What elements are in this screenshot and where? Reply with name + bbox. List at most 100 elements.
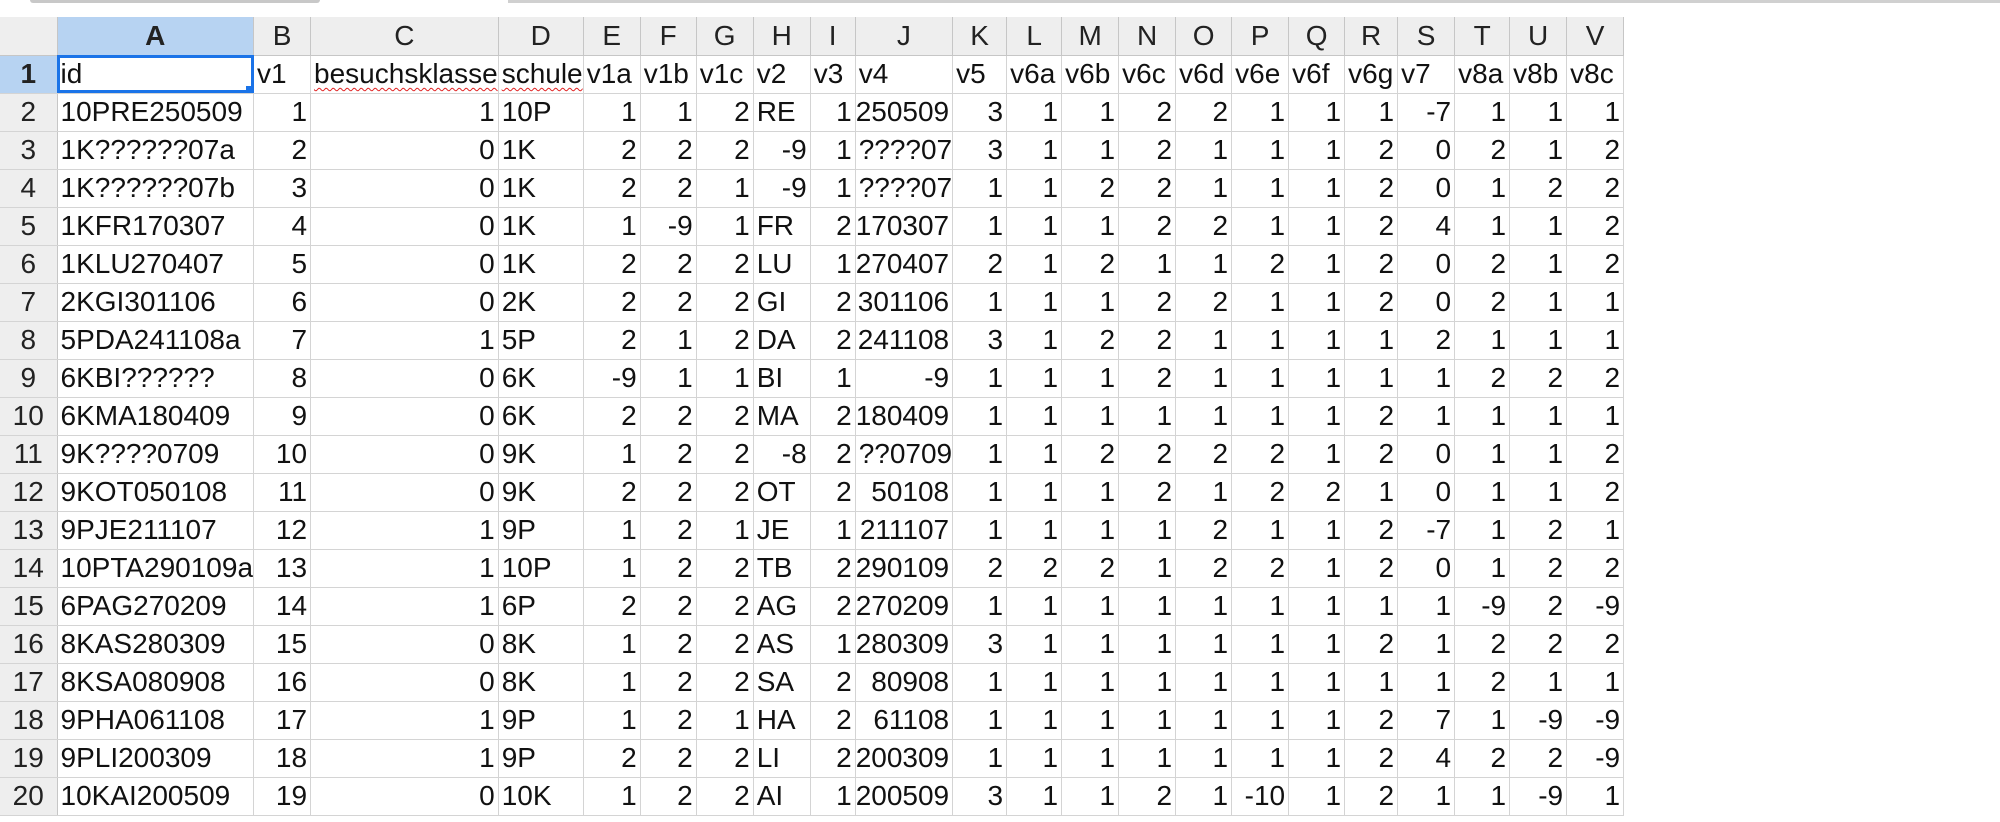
cell-g6[interactable]: 2: [696, 245, 754, 284]
cell-o17[interactable]: 1: [1175, 663, 1233, 702]
cell-u4[interactable]: 2: [1509, 169, 1568, 208]
cell-l19[interactable]: 1: [1006, 739, 1063, 778]
cell-d18[interactable]: 9P: [498, 701, 584, 740]
cell-l18[interactable]: 1: [1006, 701, 1063, 740]
cell-a4[interactable]: 1K??????07b: [57, 169, 255, 208]
cell-b5[interactable]: 4: [253, 207, 312, 246]
cell-p20[interactable]: -10: [1231, 777, 1290, 816]
cell-t8[interactable]: 1: [1454, 321, 1511, 360]
cell-e16[interactable]: 1: [583, 625, 641, 664]
cell-g11[interactable]: 2: [696, 435, 754, 474]
cell-r5[interactable]: 2: [1344, 207, 1399, 246]
cell-v4[interactable]: 2: [1566, 169, 1625, 208]
cell-c14[interactable]: 1: [310, 549, 499, 588]
cell-l5[interactable]: 1: [1006, 207, 1063, 246]
cell-d12[interactable]: 9K: [498, 473, 584, 512]
cell-v7[interactable]: 1: [1566, 283, 1625, 322]
cell-b14[interactable]: 13: [253, 549, 312, 588]
cell-p13[interactable]: 1: [1231, 511, 1290, 550]
cell-a19[interactable]: 9PLI200309: [57, 739, 255, 778]
cell-d15[interactable]: 6P: [498, 587, 584, 626]
cell-q6[interactable]: 1: [1288, 245, 1346, 284]
cell-f14[interactable]: 2: [640, 549, 697, 588]
cell-q12[interactable]: 2: [1288, 473, 1346, 512]
cell-t2[interactable]: 1: [1454, 93, 1511, 132]
cell-e11[interactable]: 1: [583, 435, 641, 474]
cell-k15[interactable]: 1: [952, 587, 1008, 626]
cell-u7[interactable]: 1: [1509, 283, 1568, 322]
cell-d11[interactable]: 9K: [498, 435, 584, 474]
row-header[interactable]: 5: [0, 207, 58, 246]
cell-s3[interactable]: 0: [1397, 131, 1456, 170]
cell-v5[interactable]: 2: [1566, 207, 1625, 246]
row-header[interactable]: 12: [0, 473, 58, 512]
cell-r8[interactable]: 1: [1344, 321, 1399, 360]
cell-m6[interactable]: 2: [1061, 245, 1120, 284]
cell-p16[interactable]: 1: [1231, 625, 1290, 664]
cell-j10[interactable]: 180409: [855, 397, 954, 436]
cell-t17[interactable]: 2: [1454, 663, 1511, 702]
cell-k7[interactable]: 1: [952, 283, 1008, 322]
cell-e5[interactable]: 1: [583, 207, 641, 246]
cell-d2[interactable]: 10P: [498, 93, 584, 132]
cell-r15[interactable]: 1: [1344, 587, 1399, 626]
cell-t11[interactable]: 1: [1454, 435, 1511, 474]
cell-n7[interactable]: 2: [1118, 283, 1177, 322]
cell-q13[interactable]: 1: [1288, 511, 1346, 550]
cell-f1[interactable]: v1b: [640, 55, 697, 94]
cell-f20[interactable]: 2: [640, 777, 697, 816]
cell-s18[interactable]: 7: [1397, 701, 1456, 740]
cell-o6[interactable]: 1: [1175, 245, 1233, 284]
cell-r9[interactable]: 1: [1344, 359, 1399, 398]
cell-s19[interactable]: 4: [1397, 739, 1456, 778]
cell-q4[interactable]: 1: [1288, 169, 1346, 208]
cell-h11[interactable]: -8: [753, 435, 811, 474]
cell-o8[interactable]: 1: [1175, 321, 1233, 360]
cell-t20[interactable]: 1: [1454, 777, 1511, 816]
cell-v19[interactable]: -9: [1566, 739, 1625, 778]
cell-s15[interactable]: 1: [1397, 587, 1456, 626]
column-header-p[interactable]: P: [1231, 17, 1290, 56]
cell-s6[interactable]: 0: [1397, 245, 1456, 284]
cell-a1[interactable]: id: [57, 55, 255, 94]
cell-o5[interactable]: 2: [1175, 207, 1233, 246]
cell-e12[interactable]: 2: [583, 473, 641, 512]
cell-t4[interactable]: 1: [1454, 169, 1511, 208]
row-header[interactable]: 20: [0, 777, 58, 816]
cell-v6[interactable]: 2: [1566, 245, 1625, 284]
cell-o7[interactable]: 2: [1175, 283, 1233, 322]
column-header-h[interactable]: H: [753, 17, 811, 56]
cell-p6[interactable]: 2: [1231, 245, 1290, 284]
cell-n6[interactable]: 1: [1118, 245, 1177, 284]
cell-g2[interactable]: 2: [696, 93, 754, 132]
cell-m10[interactable]: 1: [1061, 397, 1120, 436]
cell-m5[interactable]: 1: [1061, 207, 1120, 246]
cell-v12[interactable]: 2: [1566, 473, 1625, 512]
cell-l13[interactable]: 1: [1006, 511, 1063, 550]
column-header-n[interactable]: N: [1118, 17, 1177, 56]
cell-p15[interactable]: 1: [1231, 587, 1290, 626]
cell-j6[interactable]: 270407: [855, 245, 954, 284]
cell-e18[interactable]: 1: [583, 701, 641, 740]
cell-g9[interactable]: 1: [696, 359, 754, 398]
cell-u18[interactable]: -9: [1509, 701, 1568, 740]
cell-i16[interactable]: 1: [810, 625, 856, 664]
cell-j16[interactable]: 280309: [855, 625, 954, 664]
cell-i15[interactable]: 2: [810, 587, 856, 626]
cell-i20[interactable]: 1: [810, 777, 856, 816]
cell-i9[interactable]: 1: [810, 359, 856, 398]
cell-a5[interactable]: 1KFR170307: [57, 207, 255, 246]
cell-h6[interactable]: LU: [753, 245, 811, 284]
cell-e6[interactable]: 2: [583, 245, 641, 284]
cell-v9[interactable]: 2: [1566, 359, 1625, 398]
cell-u6[interactable]: 1: [1509, 245, 1568, 284]
cell-b2[interactable]: 1: [253, 93, 312, 132]
cell-b12[interactable]: 11: [253, 473, 312, 512]
cell-k17[interactable]: 1: [952, 663, 1008, 702]
cell-g10[interactable]: 2: [696, 397, 754, 436]
cell-m4[interactable]: 2: [1061, 169, 1120, 208]
cell-o3[interactable]: 1: [1175, 131, 1233, 170]
cell-v13[interactable]: 1: [1566, 511, 1625, 550]
cell-j9[interactable]: -9: [855, 359, 954, 398]
cell-t9[interactable]: 2: [1454, 359, 1511, 398]
